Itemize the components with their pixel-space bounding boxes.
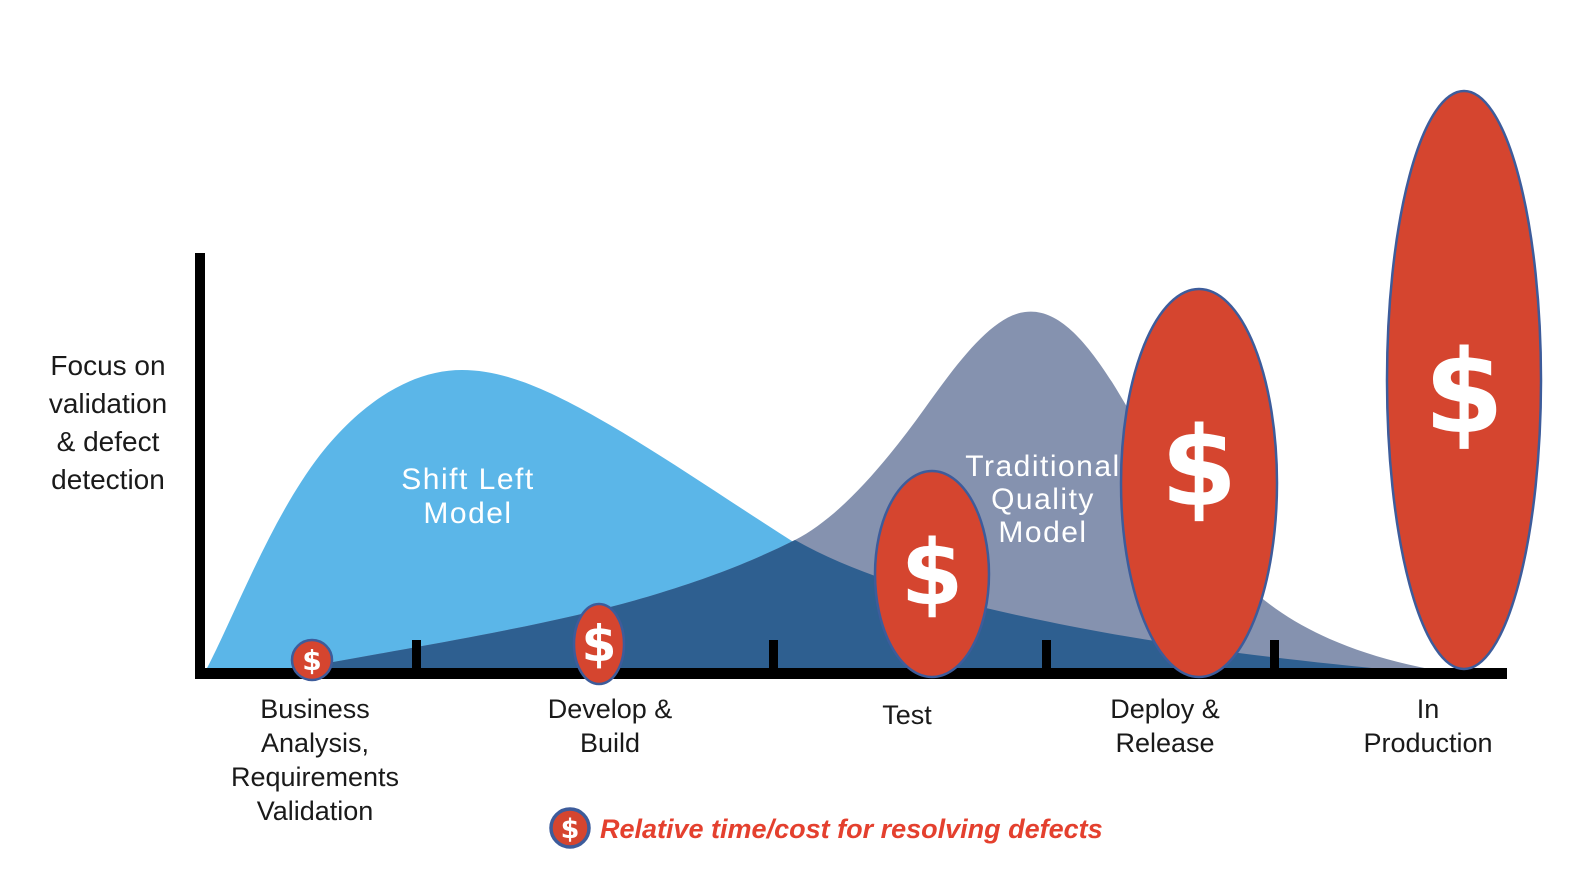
dollar-icon: $ bbox=[1424, 326, 1504, 460]
y-axis-label-line4: detection bbox=[51, 464, 165, 495]
stage-business-line3: Requirements bbox=[231, 762, 399, 792]
stage-label-business-analysis: Business Analysis, Requirements Validati… bbox=[231, 694, 399, 826]
y-axis-label-line2: validation bbox=[49, 388, 167, 419]
dollar-icon: $ bbox=[901, 521, 964, 626]
cost-marker-deploy-release: $ bbox=[1119, 287, 1279, 679]
cost-ellipse-business bbox=[290, 638, 334, 682]
traditional-label-line2: Quality bbox=[991, 483, 1095, 516]
stage-test-line1: Test bbox=[882, 700, 932, 730]
traditional-label-line1: Traditional bbox=[965, 450, 1120, 483]
dollar-icon: $ bbox=[582, 615, 617, 673]
dollar-icon: $ bbox=[302, 644, 321, 677]
axes bbox=[195, 253, 1507, 679]
curves-overlap-area bbox=[272, 540, 1415, 678]
cost-ellipse-test bbox=[873, 469, 991, 679]
shift-left-curve-area bbox=[205, 370, 1415, 678]
traditional-curve-label: Traditional Quality Model bbox=[965, 450, 1120, 549]
stage-label-develop-build: Develop & Build bbox=[548, 694, 673, 758]
stage-business-line4: Validation bbox=[257, 796, 374, 826]
traditional-label-line3: Model bbox=[998, 516, 1087, 549]
y-axis-label: Focus on validation & defect detection bbox=[49, 350, 167, 495]
stage-label-in-production: In Production bbox=[1363, 694, 1492, 758]
stage-develop-line2: Build bbox=[580, 728, 640, 758]
shift-left-curve-label: Shift Left Model bbox=[401, 463, 534, 530]
cost-ellipse-production bbox=[1385, 89, 1543, 671]
shift-left-label-line1: Shift Left bbox=[401, 463, 534, 496]
legend: $ Relative time/cost for resolving defec… bbox=[549, 807, 1103, 849]
stage-production-line2: Production bbox=[1363, 728, 1492, 758]
y-axis-line bbox=[195, 253, 205, 678]
y-axis-label-line1: Focus on bbox=[50, 350, 165, 381]
legend-text: Relative time/cost for resolving defects bbox=[600, 814, 1103, 844]
shift-left-label-line2: Model bbox=[423, 497, 512, 530]
stage-business-line2: Analysis, bbox=[261, 728, 369, 758]
cost-marker-business-analysis: $ bbox=[290, 638, 334, 682]
cost-marker-test: $ bbox=[873, 469, 991, 679]
stage-develop-line1: Develop & bbox=[548, 694, 673, 724]
x-axis-tick-2 bbox=[769, 640, 778, 678]
cost-ellipse-develop bbox=[572, 602, 626, 686]
dollar-icon: $ bbox=[1161, 403, 1238, 531]
cost-ellipse-deploy bbox=[1119, 287, 1279, 679]
cost-marker-develop-build: $ bbox=[572, 602, 626, 686]
stage-deploy-line1: Deploy & bbox=[1110, 694, 1220, 724]
stage-deploy-line2: Release bbox=[1115, 728, 1214, 758]
stage-business-line1: Business bbox=[260, 694, 370, 724]
x-axis-tick-4 bbox=[1270, 640, 1279, 678]
legend-dollar-badge bbox=[549, 807, 591, 849]
x-axis-tick-1 bbox=[412, 640, 421, 678]
cost-marker-in-production: $ bbox=[1385, 89, 1543, 671]
x-axis-tick-3 bbox=[1042, 640, 1051, 678]
y-axis-label-line3: & defect bbox=[57, 426, 160, 457]
dollar-icon: $ bbox=[561, 814, 580, 845]
x-axis-line bbox=[195, 668, 1507, 679]
stage-label-test: Test bbox=[882, 700, 932, 730]
stage-label-deploy-release: Deploy & Release bbox=[1110, 694, 1220, 758]
stage-production-line1: In bbox=[1417, 694, 1440, 724]
